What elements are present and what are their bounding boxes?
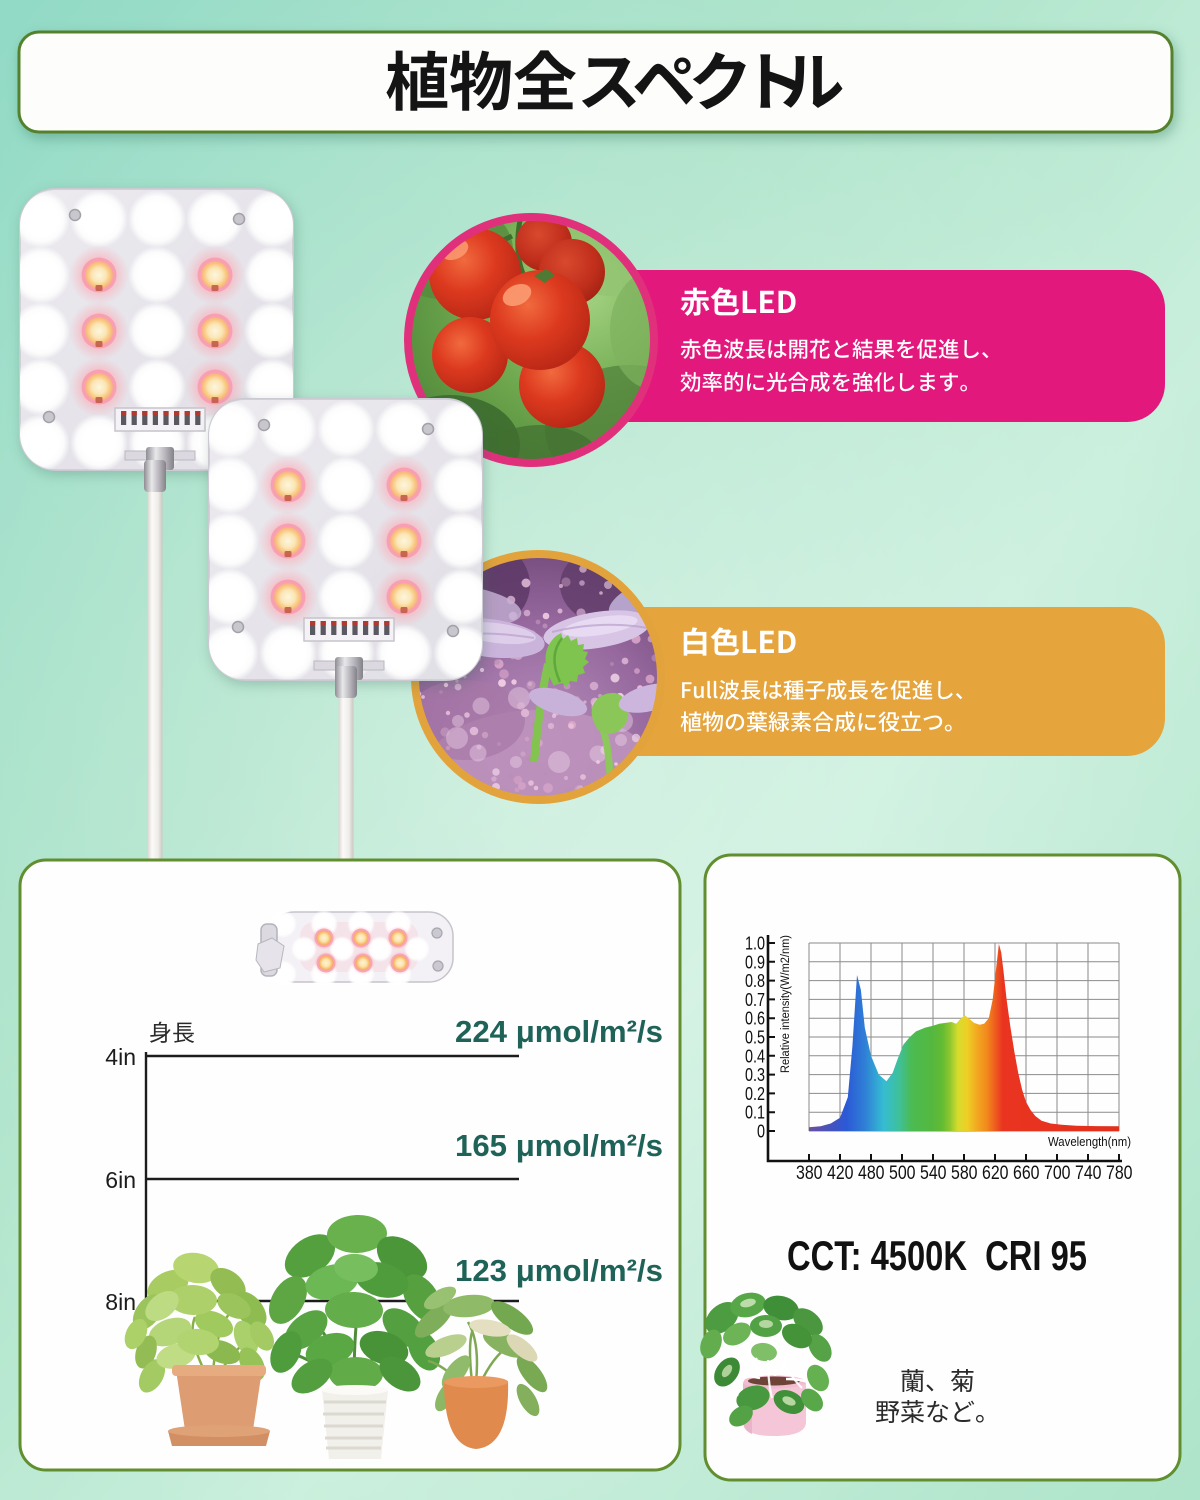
svg-text:0.1: 0.1 [745, 1103, 765, 1123]
svg-text:740: 740 [1075, 1163, 1102, 1184]
svg-text:780: 780 [1106, 1163, 1133, 1184]
svg-text:0.6: 0.6 [745, 1009, 765, 1029]
svg-text:0.4: 0.4 [745, 1046, 765, 1066]
svg-text:0.7: 0.7 [745, 990, 765, 1010]
svg-text:1.0: 1.0 [745, 934, 765, 954]
svg-text:380: 380 [796, 1163, 823, 1184]
svg-text:540: 540 [920, 1163, 947, 1184]
svg-text:420: 420 [827, 1163, 854, 1184]
svg-text:0.2: 0.2 [745, 1084, 765, 1104]
svg-text:0.3: 0.3 [745, 1065, 765, 1085]
svg-text:123 μmol/m²/s: 123 μmol/m²/s [455, 1253, 663, 1288]
svg-text:500: 500 [889, 1163, 916, 1184]
svg-text:0.8: 0.8 [745, 971, 765, 991]
svg-text:0: 0 [757, 1122, 765, 1142]
svg-text:4in: 4in [105, 1044, 136, 1070]
svg-text:0.9: 0.9 [745, 952, 765, 972]
svg-text:CCT: 4500K CRI 95: CCT: 4500K CRI 95 [787, 1232, 1087, 1279]
svg-text:660: 660 [1013, 1163, 1040, 1184]
svg-text:Relative intensity(W/m2/nm): Relative intensity(W/m2/nm) [780, 935, 792, 1073]
svg-text:480: 480 [858, 1163, 885, 1184]
svg-text:0.5: 0.5 [745, 1028, 765, 1048]
svg-text:580: 580 [951, 1163, 978, 1184]
svg-text:165 μmol/m²/s: 165 μmol/m²/s [455, 1128, 663, 1163]
svg-text:6in: 6in [105, 1167, 136, 1193]
svg-text:620: 620 [982, 1163, 1009, 1184]
svg-text:8in: 8in [105, 1289, 136, 1315]
svg-text:224 μmol/m²/s: 224 μmol/m²/s [455, 1014, 663, 1049]
svg-text:700: 700 [1044, 1163, 1071, 1184]
svg-text:Wavelength(nm): Wavelength(nm) [1048, 1134, 1131, 1149]
